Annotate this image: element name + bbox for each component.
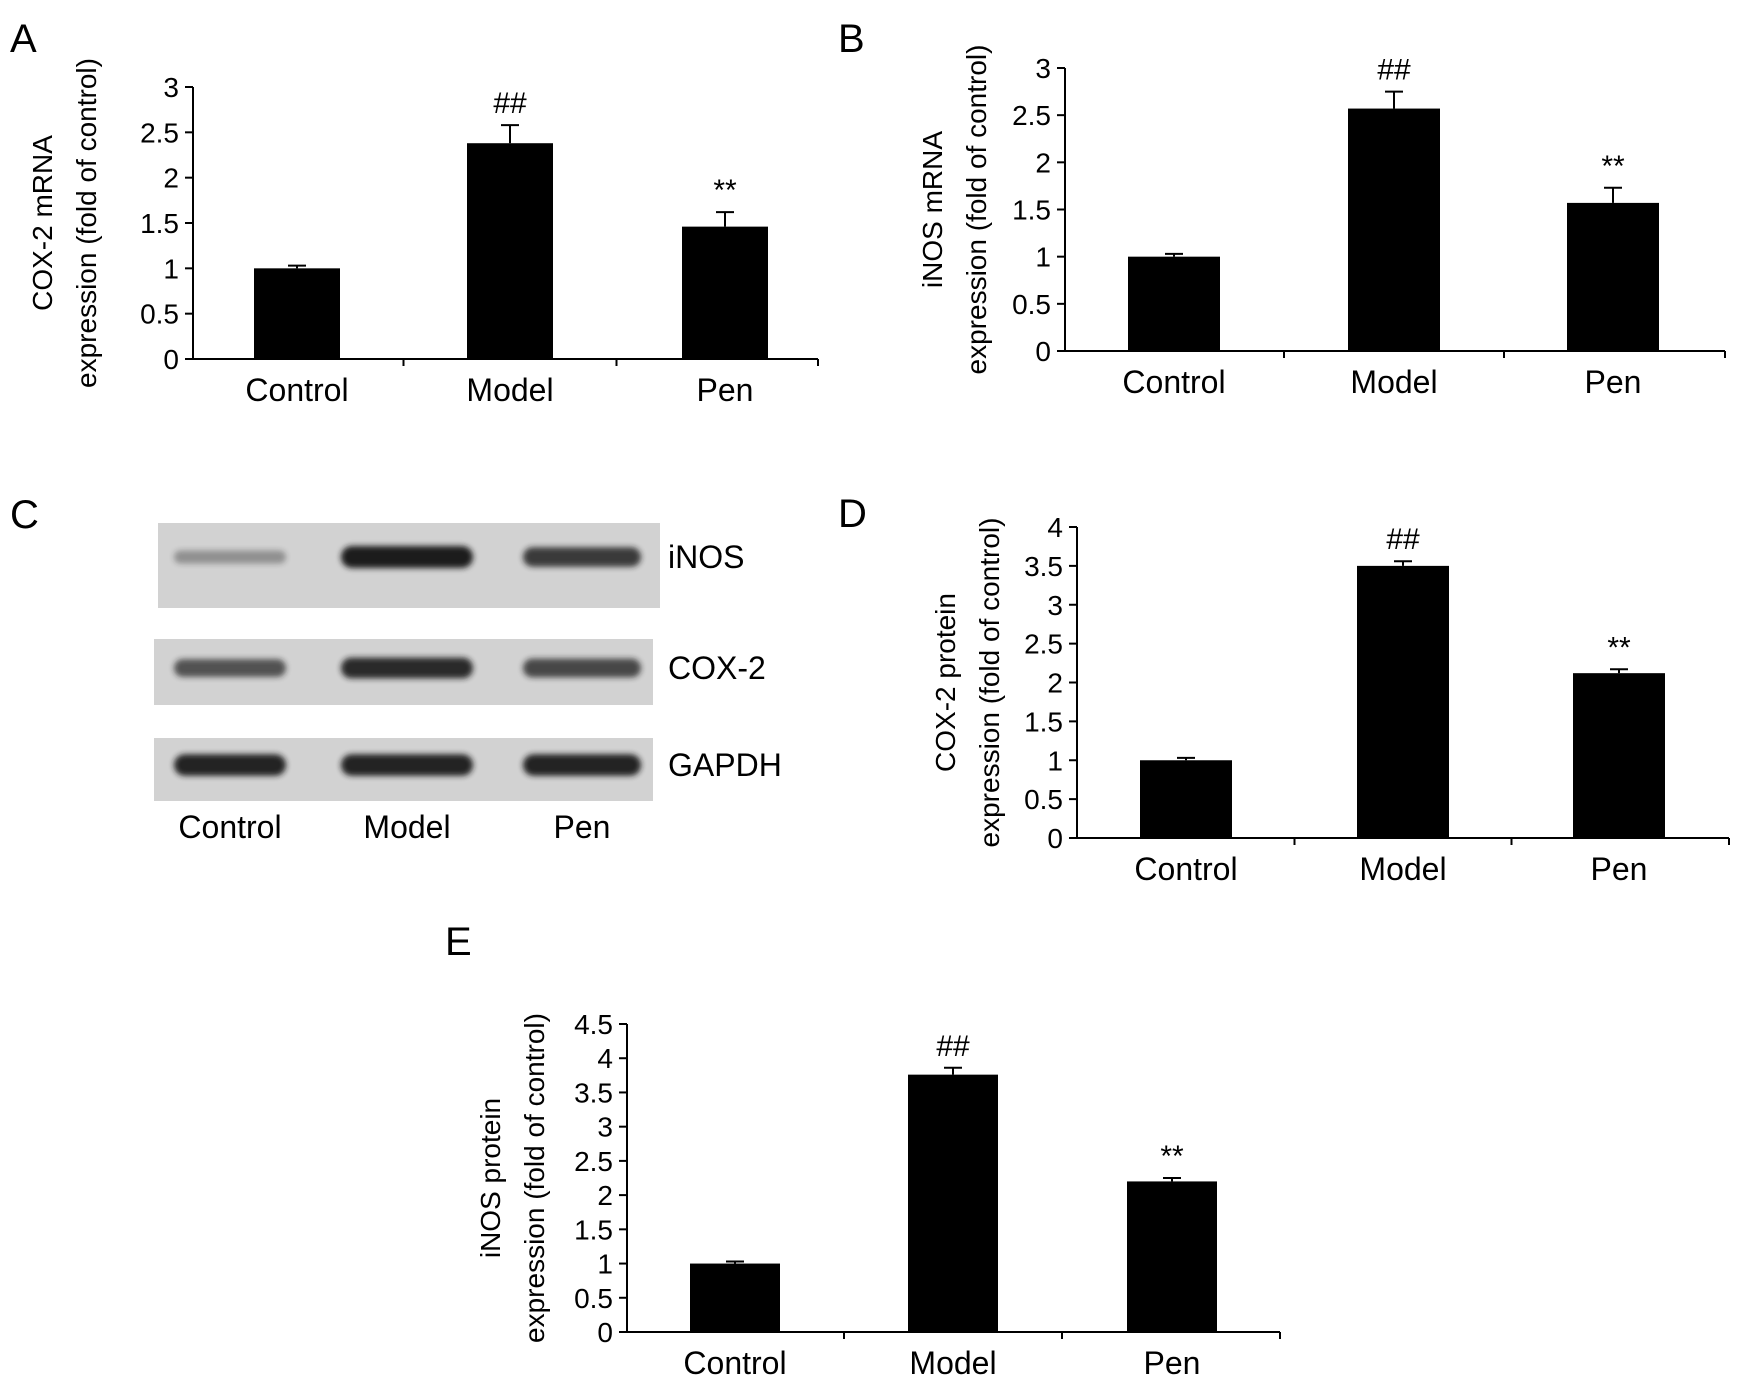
y-tick-label-d: 3 — [1047, 590, 1063, 621]
blot-band-inos-pen — [523, 547, 641, 567]
category-label-b-pen: Pen — [1585, 364, 1642, 400]
panel-a-chart: A 0 0.5 1 1.5 2 2.5 3 Control ## Model ** Pen COX-2 m… — [10, 17, 819, 408]
y-tick-label-b: 2.5 — [1012, 100, 1051, 131]
y-tick-label-d: 2.5 — [1024, 629, 1063, 660]
panel-d-chart: D 0 0.5 1 1.5 2 2.5 3 3.5 4 Control ## Model ** Pen COX… — [838, 492, 1730, 887]
bar-b-control — [1128, 256, 1220, 351]
bar-b-pen — [1567, 202, 1659, 351]
bar-a-control — [254, 268, 340, 359]
bar-b-model — [1348, 108, 1440, 352]
y-tick-label-d: 2 — [1047, 668, 1063, 699]
y-tick-label-b: 3 — [1035, 53, 1051, 84]
blot-band-cox-2-control — [174, 659, 286, 677]
blot-band-inos-control — [174, 550, 286, 564]
blot-band-gapdh-model — [341, 754, 473, 776]
significance-a-pen: ** — [713, 174, 737, 207]
significance-a-model: ## — [493, 87, 527, 120]
category-label-b-model: Model — [1350, 364, 1437, 400]
y-tick-label-e: 4 — [597, 1043, 613, 1074]
category-label-e-control: Control — [683, 1345, 786, 1381]
blot-band-gapdh-pen — [523, 754, 641, 776]
category-label-d-control: Control — [1134, 851, 1237, 887]
y-tick-label-a: 3 — [163, 72, 179, 103]
blot-label-inos: iNOS — [668, 539, 744, 575]
blot-label-gapdh: GAPDH — [668, 747, 782, 783]
y-tick-label-e: 0 — [597, 1317, 613, 1348]
y-tick-label-e: 0.5 — [574, 1283, 613, 1314]
y-tick-label-b: 0.5 — [1012, 289, 1051, 320]
significance-e-pen: ** — [1160, 1140, 1184, 1173]
panel-letter-a: A — [10, 17, 37, 61]
y-tick-label-a: 2.5 — [140, 117, 179, 148]
y-tick-label-e: 3 — [597, 1112, 613, 1143]
bar-d-pen — [1573, 673, 1665, 838]
y-tick-label-e: 3.5 — [574, 1077, 613, 1108]
y-axis-label-d-1: COX-2 protein — [930, 593, 961, 772]
bar-a-pen — [682, 226, 768, 359]
y-tick-label-b: 1 — [1035, 242, 1051, 273]
blot-lane-label-pen: Pen — [554, 809, 611, 845]
category-label-d-pen: Pen — [1591, 851, 1648, 887]
y-tick-label-d: 1 — [1047, 745, 1063, 776]
y-tick-label-a: 2 — [163, 163, 179, 194]
y-tick-label-d: 4 — [1047, 512, 1063, 543]
panel-letter-c: C — [10, 493, 39, 537]
blot-band-inos-model — [341, 546, 473, 568]
y-tick-label-e: 1 — [597, 1249, 613, 1280]
y-tick-label-b: 2 — [1035, 147, 1051, 178]
y-tick-label-b: 0 — [1035, 336, 1051, 367]
panel-letter-d: D — [838, 492, 867, 536]
y-tick-label-a: 0 — [163, 344, 179, 375]
category-label-e-pen: Pen — [1144, 1345, 1201, 1381]
significance-d-pen: ** — [1607, 631, 1631, 664]
blot-lane-label-control: Control — [178, 809, 281, 845]
bar-e-model — [908, 1074, 998, 1332]
y-tick-label-e: 1.5 — [574, 1214, 613, 1245]
y-axis-label-b-2: expression (fold of control) — [961, 45, 992, 375]
y-axis-label-e-1: iNOS protein — [475, 1098, 506, 1258]
category-label-e-model: Model — [909, 1345, 996, 1381]
y-tick-label-a: 0.5 — [140, 299, 179, 330]
blot-band-gapdh-control — [174, 754, 286, 776]
significance-d-model: ## — [1386, 523, 1420, 556]
y-tick-label-d: 1.5 — [1024, 706, 1063, 737]
significance-b-model: ## — [1377, 54, 1411, 87]
y-tick-label-d: 0.5 — [1024, 784, 1063, 815]
blot-band-cox-2-model — [341, 657, 473, 679]
category-label-a-pen: Pen — [697, 372, 754, 408]
panel-letter-e: E — [445, 920, 472, 964]
panel-letter-b: B — [838, 17, 865, 61]
y-axis-label-a-1: COX-2 mRNA — [27, 135, 58, 311]
category-label-a-model: Model — [466, 372, 553, 408]
category-label-b-control: Control — [1122, 364, 1225, 400]
y-tick-label-e: 4.5 — [574, 1009, 613, 1040]
y-axis-label-b-1: iNOS mRNA — [917, 131, 948, 288]
panel-b-chart: B 0 0.5 1 1.5 2 2.5 3 Control ## Model ** Pen iNOS mR… — [838, 17, 1726, 400]
y-tick-label-b: 1.5 — [1012, 195, 1051, 226]
bar-a-model — [467, 143, 553, 359]
bar-e-pen — [1127, 1181, 1217, 1332]
y-tick-label-a: 1 — [163, 253, 179, 284]
y-tick-label-e: 2 — [597, 1180, 613, 1211]
blot-lane-label-model: Model — [363, 809, 450, 845]
bar-d-model — [1357, 565, 1449, 838]
y-tick-label-a: 1.5 — [140, 208, 179, 239]
bar-d-control — [1140, 760, 1232, 838]
bar-e-control — [690, 1263, 780, 1332]
blot-band-cox-2-pen — [523, 658, 641, 678]
blot-label-cox-2: COX-2 — [668, 650, 766, 686]
significance-b-pen: ** — [1601, 150, 1625, 183]
y-axis-label-e-2: expression (fold of control) — [519, 1013, 550, 1343]
y-axis-label-a-2: expression (fold of control) — [71, 58, 102, 388]
y-tick-label-d: 0 — [1047, 823, 1063, 854]
category-label-a-control: Control — [245, 372, 348, 408]
y-axis-label-d-2: expression (fold of control) — [974, 518, 1005, 848]
y-tick-label-d: 3.5 — [1024, 551, 1063, 582]
y-tick-label-e: 2.5 — [574, 1146, 613, 1177]
significance-e-model: ## — [936, 1030, 970, 1063]
category-label-d-model: Model — [1359, 851, 1446, 887]
panel-e-chart: E 00.51 1.522.53 3.544.5 Control ## Model ** Pen… — [445, 920, 1281, 1381]
